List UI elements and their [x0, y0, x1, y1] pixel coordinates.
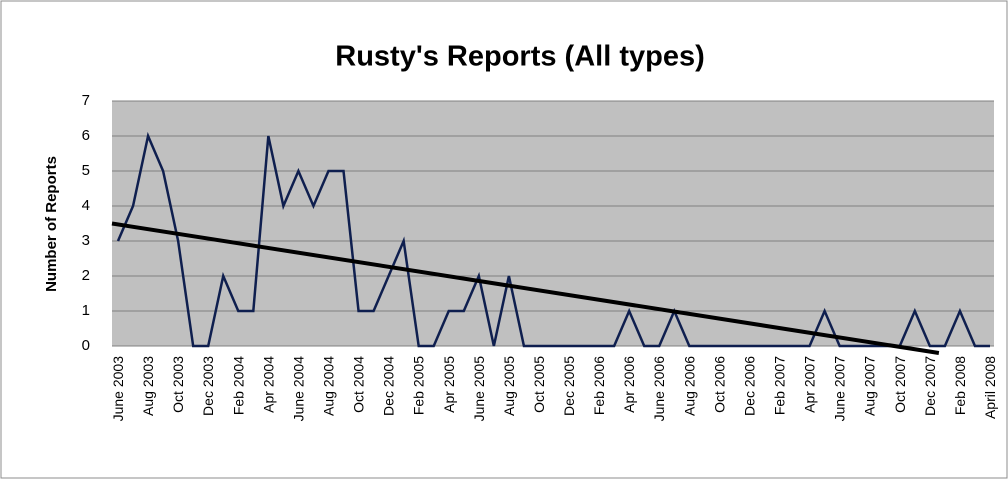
x-tick-label: Dec 2007 — [922, 356, 938, 416]
x-tick-label: Oct 2004 — [351, 356, 367, 413]
x-tick-label: Dec 2003 — [200, 356, 216, 416]
y-tick-label: 6 — [82, 127, 90, 144]
x-tick-label: Feb 2005 — [411, 356, 427, 415]
y-tick-label: 3 — [82, 232, 90, 249]
x-tick-label: Oct 2005 — [531, 356, 547, 413]
x-tick-label: Aug 2007 — [862, 356, 878, 416]
x-tick-label: June 2006 — [651, 356, 667, 422]
x-tick-label: June 2004 — [290, 356, 306, 422]
y-tick-label: 0 — [82, 337, 90, 354]
x-tick-label: Dec 2004 — [381, 356, 397, 416]
x-tick-label: April 2008 — [982, 356, 998, 419]
x-tick-label: June 2005 — [471, 356, 487, 422]
x-tick-label: Aug 2005 — [501, 356, 517, 416]
x-tick-label: Feb 2006 — [591, 356, 607, 415]
trendline — [111, 221, 940, 355]
x-tick-label: Apr 2004 — [260, 356, 276, 413]
y-tick-label: 7 — [82, 92, 90, 109]
data-line — [116, 131, 990, 348]
x-tick-label: Aug 2004 — [320, 356, 336, 416]
x-tick-label: Aug 2003 — [140, 356, 156, 416]
x-tick-label: Oct 2006 — [711, 356, 727, 413]
x-tick-label: Oct 2007 — [892, 356, 908, 413]
x-tick-label: Feb 2008 — [952, 356, 968, 415]
plot-area — [112, 101, 994, 346]
y-tick-label: 2 — [82, 267, 90, 284]
x-tick-label: Dec 2005 — [561, 356, 577, 416]
x-tick-label: Apr 2007 — [802, 356, 818, 413]
y-tick-label: 5 — [82, 162, 90, 179]
x-tick-label: Aug 2006 — [681, 356, 697, 416]
x-tick-label: June 2007 — [832, 356, 848, 422]
y-tick-label: 4 — [82, 197, 90, 214]
x-tick-label: Feb 2007 — [772, 356, 788, 415]
y-tick-label: 1 — [82, 302, 90, 319]
chart-title: Rusty's Reports (All types) — [335, 41, 704, 73]
x-tick-label: June 2003 — [110, 356, 126, 422]
y-axis-label: Number of Reports — [43, 156, 60, 292]
x-tick-label: Feb 2004 — [230, 356, 246, 415]
x-tick-label: Apr 2006 — [621, 356, 637, 413]
x-tick-label: Dec 2006 — [741, 356, 757, 416]
x-tick-label: Apr 2005 — [441, 356, 457, 413]
x-tick-label: Oct 2003 — [170, 356, 186, 413]
